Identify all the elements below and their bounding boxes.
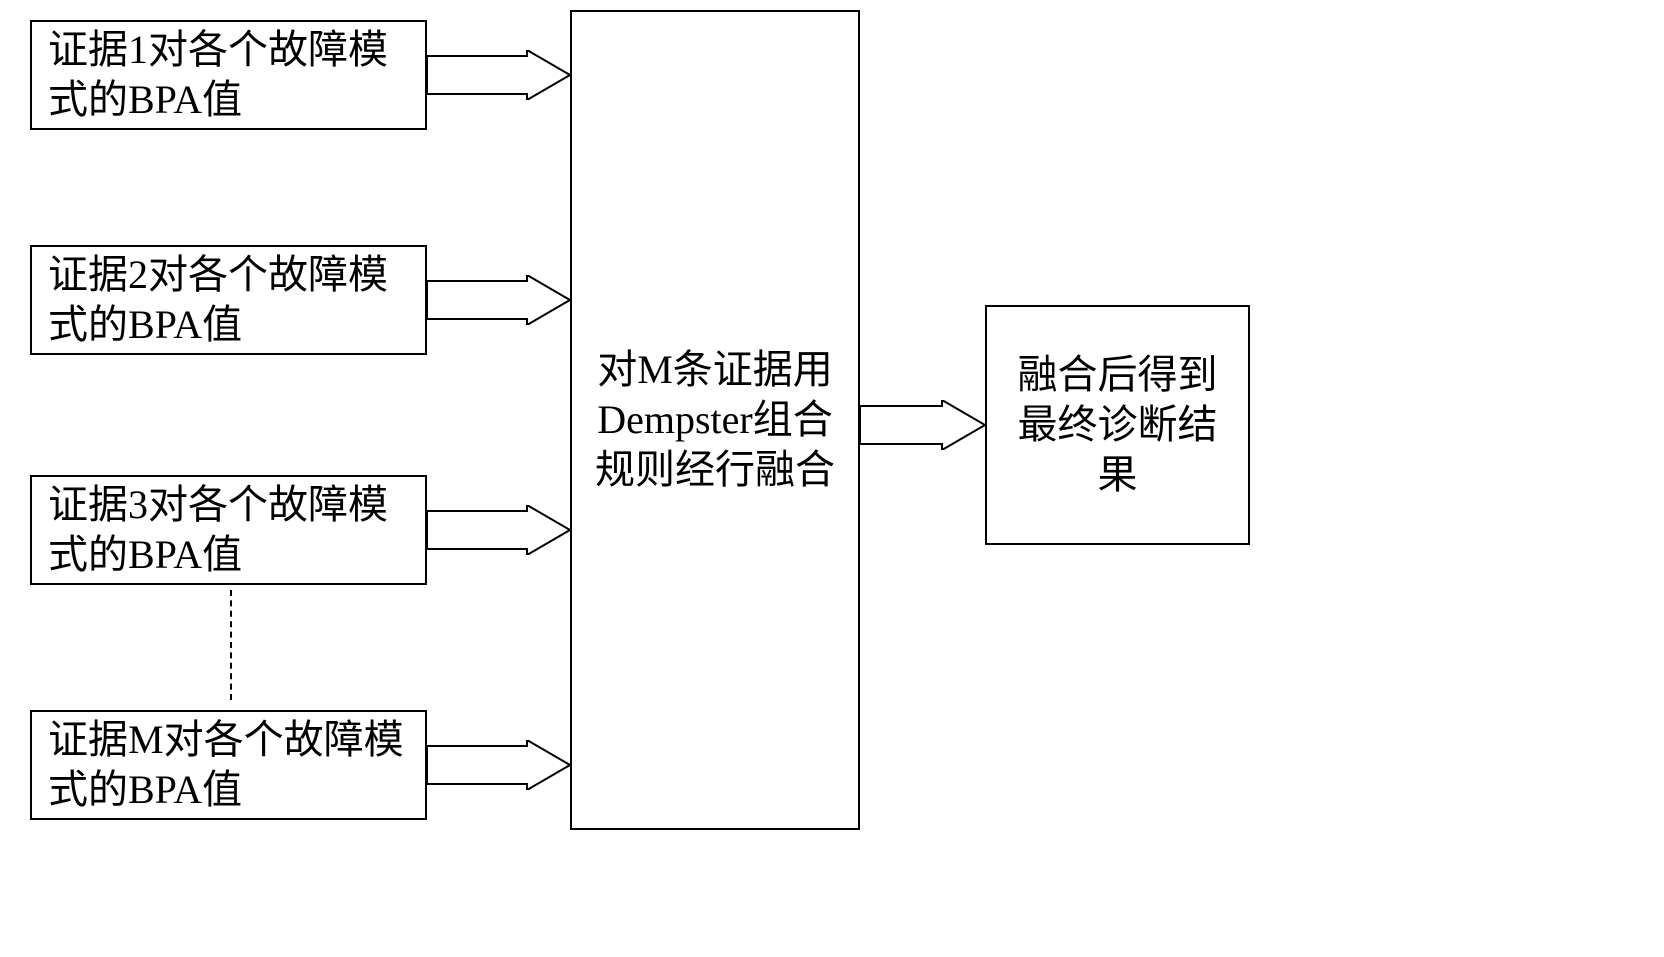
evidence-1-text: 证据1对各个故障模式的BPA值: [48, 25, 409, 125]
evidence-2-text: 证据2对各个故障模式的BPA值: [48, 250, 409, 350]
ellipsis-dashed-line: [230, 590, 232, 700]
evidence-3-text: 证据3对各个故障模式的BPA值: [48, 480, 409, 580]
result-text: 融合后得到最终诊断结果: [1003, 350, 1232, 500]
arrow-1-to-center: [427, 50, 572, 100]
fusion-center-box: 对M条证据用Dempster组合规则经行融合: [570, 10, 860, 830]
evidence-box-2: 证据2对各个故障模式的BPA值: [30, 245, 427, 355]
evidence-box-m: 证据M对各个故障模式的BPA值: [30, 710, 427, 820]
flowchart-diagram: 证据1对各个故障模式的BPA值 证据2对各个故障模式的BPA值 证据3对各个故障…: [0, 0, 1664, 957]
arrow-2-to-center: [427, 275, 572, 325]
arrow-m-to-center: [427, 740, 572, 790]
evidence-box-3: 证据3对各个故障模式的BPA值: [30, 475, 427, 585]
evidence-box-1: 证据1对各个故障模式的BPA值: [30, 20, 427, 130]
arrow-3-to-center: [427, 505, 572, 555]
result-box: 融合后得到最终诊断结果: [985, 305, 1250, 545]
arrow-center-to-result: [860, 400, 987, 450]
evidence-m-text: 证据M对各个故障模式的BPA值: [48, 715, 409, 815]
fusion-center-text: 对M条证据用Dempster组合规则经行融合: [588, 345, 842, 495]
